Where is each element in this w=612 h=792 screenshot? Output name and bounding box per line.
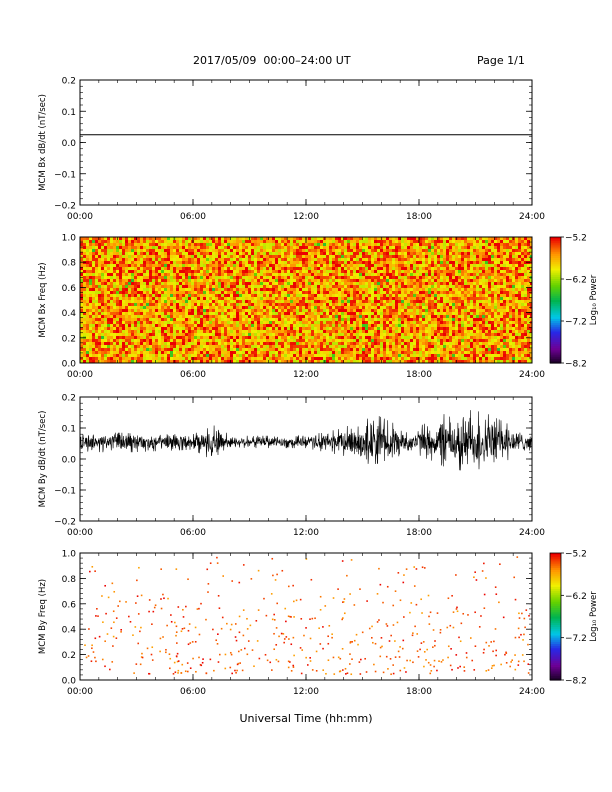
plot-area-2	[80, 237, 532, 363]
y-tick-label: −0.1	[54, 487, 76, 497]
colorbar-label: Log₁₀ Power	[589, 274, 599, 325]
plot-area-4	[84, 556, 530, 676]
colorbar-tick-label: −8.2	[565, 360, 587, 370]
y-tick-label: 0.8	[62, 259, 77, 269]
page-number: Page 1/1	[477, 54, 525, 67]
x-tick-label: 24:00	[519, 370, 545, 380]
y-axis-label: MCM Bx Freq (Hz)	[38, 262, 48, 337]
colorbar-4: −5.2 −6.2 −7.2 −8.2 Log₁₀ Power	[549, 550, 599, 687]
page-title: 2017/05/09 00:00–24:00 UT	[193, 54, 351, 67]
colorbar-tick-label: −5.2	[565, 550, 587, 560]
x-tick-label: 12:00	[293, 687, 319, 697]
panel-1: −0.2 −0.1 0.0 0.1 0.2 00:00 06:00 12:00 18:00 24:…	[38, 77, 545, 223]
series-line	[80, 410, 532, 471]
colorbar-tick-label: −7.2	[565, 634, 587, 644]
y-tick-label: −0.2	[54, 202, 76, 212]
y-axis-label: MCM Bx dB/dt (nT/sec)	[38, 94, 48, 191]
colorbar-tick-label: −6.2	[565, 592, 587, 602]
x-axis-label: Universal Time (hh:mm)	[239, 712, 373, 725]
y-tick-label: 0.4	[62, 626, 77, 636]
x-tick-label: 06:00	[180, 687, 206, 697]
panel-4: −5.2 −6.2 −7.2 −8.2 Log₁₀ Power 0.0 0.2 0.4 0.6 0…	[38, 550, 599, 698]
x-tick-label: 18:00	[406, 212, 432, 222]
x-tick-label: 12:00	[293, 370, 319, 380]
x-tick-label: 06:00	[180, 370, 206, 380]
x-tick-label: 18:00	[406, 370, 432, 380]
y-tick-label: 0.0	[62, 139, 77, 149]
plot-area-3	[80, 410, 532, 471]
y-tick-label: 0.8	[62, 575, 77, 585]
y-tick-label: 0.6	[62, 600, 77, 610]
x-tick-label: 18:00	[406, 528, 432, 538]
x-tick-label: 24:00	[519, 687, 545, 697]
colorbar-tick-label: −5.2	[565, 234, 587, 244]
y-tick-label: 0.0	[62, 456, 77, 466]
colorbar-label: Log₁₀ Power	[589, 591, 599, 642]
y-tick-label: 1.0	[62, 234, 77, 244]
colorbar-tick-label: −8.2	[565, 677, 587, 687]
x-tick-label: 06:00	[180, 212, 206, 222]
x-tick-label: 06:00	[180, 528, 206, 538]
y-tick-label: 0.2	[62, 77, 76, 87]
plot-frame	[79, 79, 533, 206]
x-tick-label: 12:00	[293, 528, 319, 538]
y-tick-label: 0.4	[62, 309, 77, 319]
x-tick-label: 18:00	[406, 687, 432, 697]
y-tick-label: −0.2	[54, 518, 76, 528]
y-tick-label: 0.0	[62, 677, 77, 687]
y-tick-label: 0.6	[62, 284, 77, 294]
y-tick-label: 0.1	[62, 108, 76, 118]
panel-2: −5.2 −6.2 −7.2 −8.2 Log₁₀ Power 0.0 0.2 0.4 0.6 0…	[38, 234, 599, 381]
x-tick-label: 12:00	[293, 212, 319, 222]
colorbar-2: −5.2 −6.2 −7.2 −8.2 Log₁₀ Power	[549, 234, 599, 370]
plot-frame	[79, 552, 533, 681]
y-tick-label: 0.2	[62, 394, 76, 404]
y-axis-label: MCM By Freq (Hz)	[38, 579, 48, 654]
x-tick-label: 00:00	[67, 370, 93, 380]
x-tick-label: 00:00	[67, 212, 93, 222]
y-tick-label: 0.2	[62, 651, 76, 661]
y-tick-label: −0.1	[54, 170, 76, 180]
x-tick-label: 00:00	[67, 687, 93, 697]
colorbar-tick-label: −7.2	[565, 318, 587, 328]
y-tick-label: 0.2	[62, 334, 76, 344]
x-tick-label: 24:00	[519, 212, 545, 222]
panel-3: −0.2 −0.1 0.0 0.1 0.2 00:00 06:00 12:00 18:00 24:…	[38, 394, 545, 539]
colorbar-tick-label: −6.2	[565, 276, 587, 286]
x-tick-label: 24:00	[519, 528, 545, 538]
y-tick-label: 0.1	[62, 425, 76, 435]
y-axis-label: MCM By dB/dt (nT/sec)	[38, 411, 48, 508]
y-tick-label: 0.0	[62, 360, 77, 370]
plot-frame	[79, 396, 533, 522]
x-tick-label: 00:00	[67, 528, 93, 538]
y-tick-label: 1.0	[62, 550, 77, 560]
